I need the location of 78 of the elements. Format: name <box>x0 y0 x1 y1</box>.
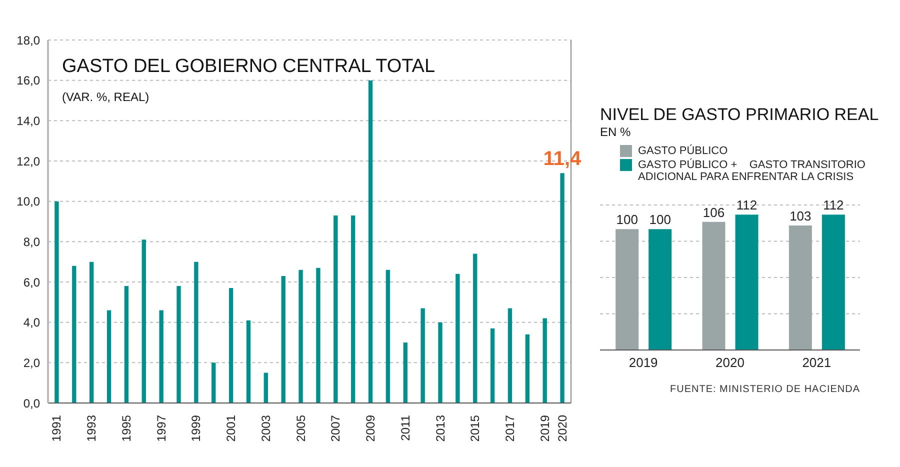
bar <box>490 328 495 403</box>
y-tick-label: 14,0 <box>16 114 40 128</box>
y-tick-label: 10,0 <box>16 194 40 209</box>
text: (VAR. %, REAL) <box>62 90 150 104</box>
data-label: 100 <box>616 212 638 228</box>
bar <box>106 310 112 403</box>
bar <box>420 308 425 403</box>
y-tick-label: 4,0 <box>23 316 40 330</box>
bar <box>735 214 758 350</box>
x-tick-label: 2005 <box>294 414 308 442</box>
x-tick-label: 1993 <box>84 414 99 442</box>
x-tick-label: 2009 <box>364 414 378 442</box>
bar <box>246 320 251 403</box>
bar <box>560 173 564 403</box>
bar <box>316 268 320 403</box>
bar <box>350 215 356 403</box>
bar <box>616 229 639 350</box>
chart-title: NIVEL DE GASTO PRIMARIO REAL <box>600 105 879 125</box>
bar <box>159 310 164 403</box>
x-tick-label: 2019 <box>628 355 658 370</box>
bar <box>334 215 338 403</box>
y-tick-label: 12,0 <box>16 154 40 168</box>
x-tick-label: 1997 <box>154 414 168 442</box>
legend-label: GASTO PÚBLICO + GASTO TRANSITORIO ADICIONAL PARA ENFRENTAR LA CRISIS <box>638 159 866 183</box>
bar <box>264 372 268 403</box>
bar <box>281 276 286 403</box>
x-tick-label: 1991 <box>50 414 64 442</box>
chart-subtitle: EN % <box>600 125 632 139</box>
bar <box>386 270 390 403</box>
x-tick-label: 2013 <box>433 414 448 442</box>
bar <box>212 362 216 403</box>
bar <box>368 80 373 403</box>
y-tick-label: 2,0 <box>23 356 40 370</box>
y-tick-label: 18,0 <box>16 33 40 48</box>
y-tick-label: 8,0 <box>23 234 40 249</box>
x-tick-label: 1999 <box>189 414 204 442</box>
bar <box>542 318 547 403</box>
bar <box>788 226 812 350</box>
bar <box>473 254 478 403</box>
x-tick-label: 2020 <box>716 355 744 370</box>
bar <box>124 286 129 403</box>
x-tick-label: 2011 <box>398 414 412 441</box>
data-label: 106 <box>702 204 725 220</box>
data-label: 112 <box>736 198 758 213</box>
y-tick-label: 6,0 <box>23 275 40 290</box>
bar <box>142 240 146 403</box>
text: GASTO DEL GOBIERNO CENTRAL TOTAL <box>62 56 436 78</box>
bar <box>822 214 845 350</box>
x-tick-label: 2015 <box>468 414 482 442</box>
bar <box>72 266 76 403</box>
legend-label: GASTO PÚBLICO <box>638 145 728 157</box>
y-tick-label: 16,0 <box>16 74 40 88</box>
data-label: 112 <box>823 198 844 213</box>
bar <box>438 322 442 403</box>
x-tick-label: 2003 <box>258 414 273 442</box>
x-tick-label: 2021 <box>802 355 832 370</box>
bar <box>194 262 198 403</box>
bar <box>176 286 181 403</box>
bar <box>298 270 303 403</box>
bar <box>702 222 726 350</box>
bar <box>508 308 512 403</box>
data-label: 100 <box>649 212 671 228</box>
x-tick-label: 2017 <box>502 414 517 442</box>
data-label: 103 <box>790 208 812 224</box>
x-tick-label: 2007 <box>328 414 343 442</box>
bar <box>228 288 234 403</box>
x-tick-label: 1995 <box>119 414 134 442</box>
source-note: FUENTE: MINISTERIO DE HACIENDA <box>668 384 860 395</box>
x-tick-label: 2020 <box>555 414 570 442</box>
y-tick-label: 0,0 <box>23 396 40 410</box>
bar <box>54 201 59 403</box>
x-tick-label: 2001 <box>224 414 238 442</box>
x-tick-label: 2019 <box>538 414 552 442</box>
bar <box>648 229 672 350</box>
bar <box>525 334 530 403</box>
bar <box>456 274 460 403</box>
bar <box>89 262 94 403</box>
bar <box>403 342 408 403</box>
